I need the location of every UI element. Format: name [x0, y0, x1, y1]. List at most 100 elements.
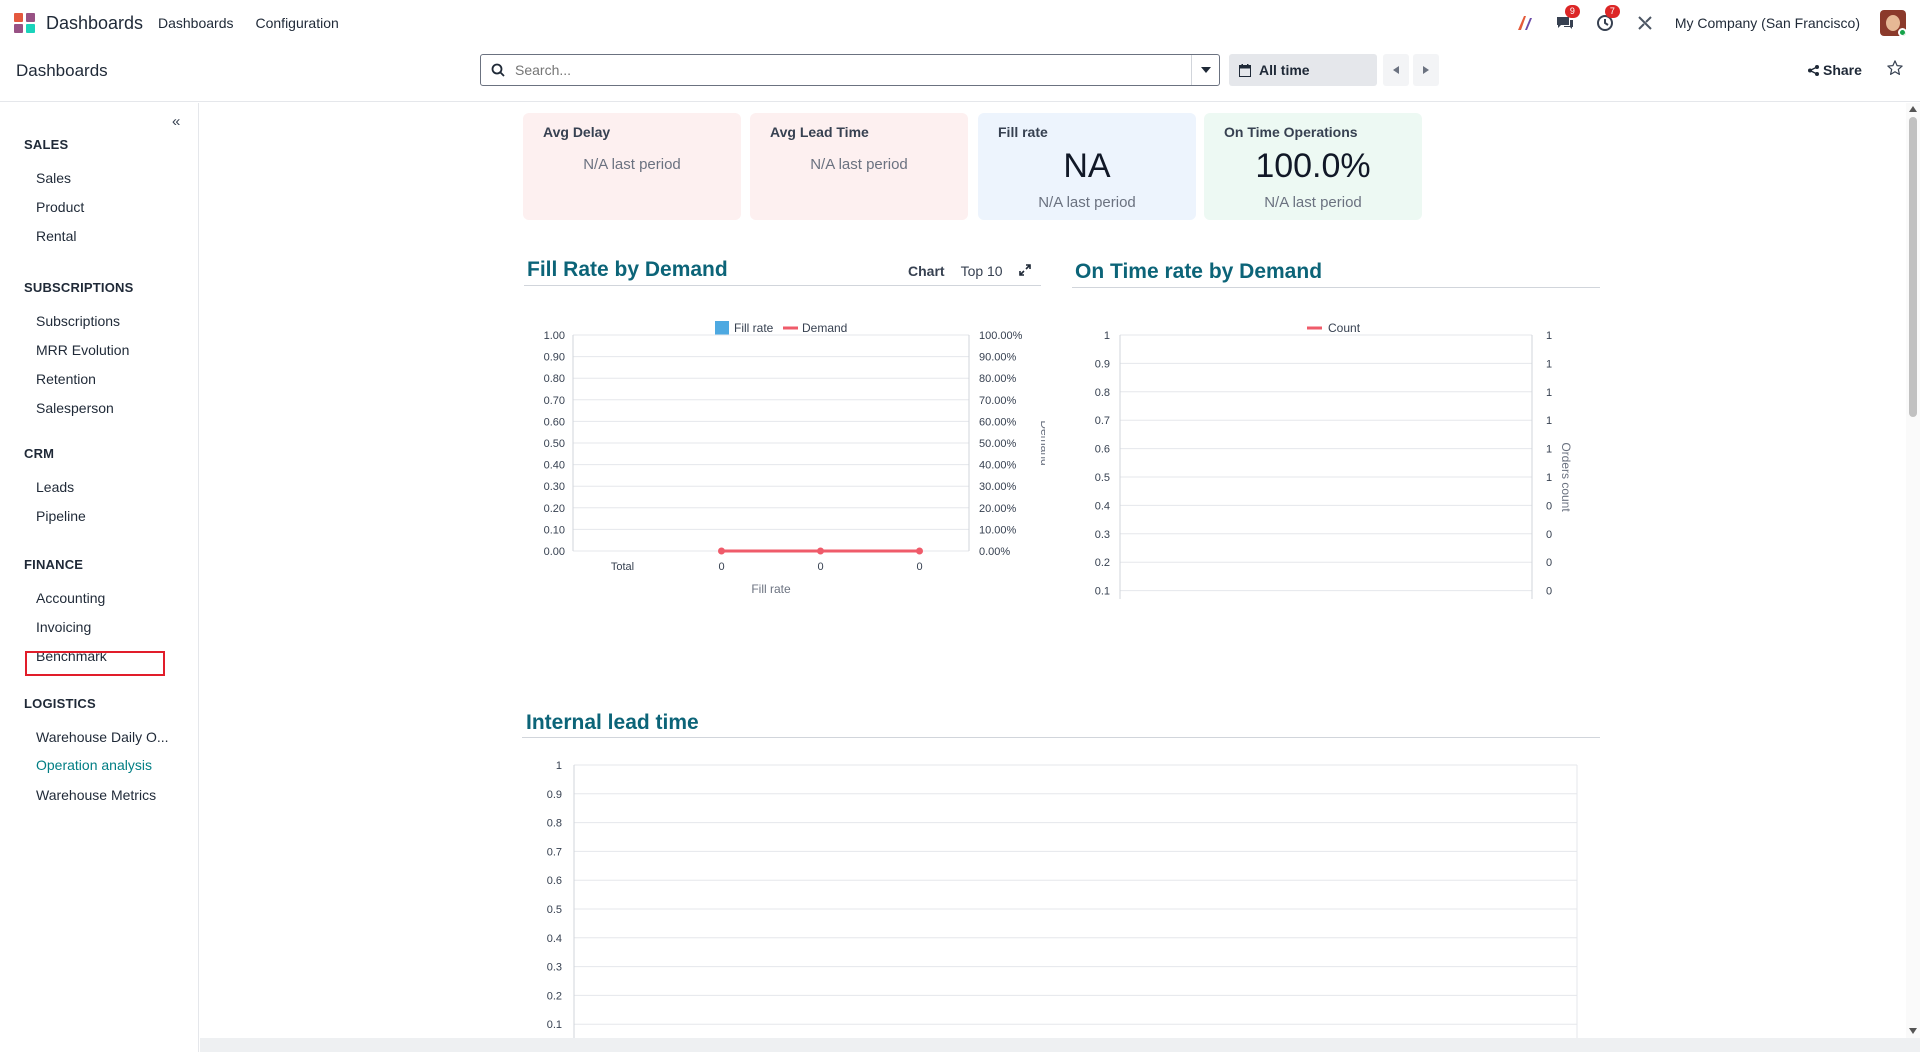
y2-tick-label: 60.00%	[979, 416, 1017, 428]
debug-tools-icon[interactable]	[1635, 13, 1655, 33]
y2-tick-label: 0	[1546, 557, 1552, 569]
y2-tick-label: 1	[1546, 330, 1552, 342]
previous-period-button[interactable]	[1383, 54, 1409, 86]
y2-axis-title: Demand	[1038, 420, 1045, 465]
sidebar-item-rental[interactable]: Rental	[36, 228, 77, 244]
sidebar-item-warehouse-daily-o[interactable]: Warehouse Daily O...	[36, 729, 169, 745]
lead-time-chart: 1 0.9 0.8 0.7 0.6 0.5 0.4 0.3 0.2 0.1	[547, 760, 1578, 1038]
scroll-down-icon[interactable]	[1909, 1028, 1917, 1034]
sidebar-section-subscriptions: SUBSCRIPTIONS	[24, 280, 134, 295]
y-tick-label: 0.1	[1095, 586, 1110, 598]
sidebar-item-accounting[interactable]: Accounting	[36, 590, 106, 606]
kpi-on-time-operations[interactable]: On Time Operations 100.0% N/A last perio…	[1204, 113, 1422, 220]
lead-time-chart-divider	[522, 737, 1600, 738]
ai-assistant-icon[interactable]	[1515, 13, 1535, 33]
search-bar	[480, 54, 1220, 86]
sidebar-item-warehouse-metrics[interactable]: Warehouse Metrics	[36, 787, 157, 803]
sidebar-item-retention[interactable]: Retention	[36, 371, 96, 387]
y-tick-label: 1.00	[544, 330, 565, 342]
y-tick-label: 0.40	[544, 460, 565, 472]
x-tick-label: Total	[611, 561, 634, 573]
company-switcher[interactable]: My Company (San Francisco)	[1674, 15, 1860, 31]
y-tick-label: 0.9	[547, 789, 562, 801]
menu-dashboards[interactable]: Dashboards	[158, 15, 234, 31]
sidebar-section-sales: SALES	[24, 137, 69, 152]
search-input[interactable]	[515, 62, 1191, 78]
y2-tick-label: 1	[1546, 358, 1552, 370]
sidebar-item-invoicing[interactable]: Invoicing	[36, 619, 92, 635]
caret-left-icon	[1393, 66, 1399, 74]
sidebar-item-salesperson[interactable]: Salesperson	[36, 400, 114, 416]
apps-menu-icon[interactable]	[14, 13, 36, 33]
collapse-sidebar-icon[interactable]: «	[172, 113, 181, 130]
period-filter-button[interactable]: All time	[1229, 54, 1377, 86]
top-10-button[interactable]: Top 10	[960, 263, 1003, 279]
control-panel: Dashboards All time Share	[0, 46, 1920, 102]
y2-tick-label: 30.00%	[979, 481, 1017, 493]
menu-configuration[interactable]: Configuration	[255, 15, 339, 31]
kpi-comparison: N/A last period	[1038, 194, 1136, 211]
y2-tick-label: 40.00%	[979, 460, 1017, 472]
sidebar-section-logistics: LOGISTICS	[24, 696, 96, 711]
on-time-chart-title: On Time rate by Demand	[1075, 260, 1323, 283]
x-tick-label: 0	[916, 561, 922, 573]
sidebar-item-sales[interactable]: Sales	[36, 170, 72, 186]
kpi-fill-rate[interactable]: Fill rate NA N/A last period	[978, 113, 1196, 220]
kpi-comparison: N/A last period	[1264, 194, 1362, 211]
sidebar-item-subscriptions[interactable]: Subscriptions	[36, 313, 121, 329]
y-tick-label: 0.9	[1095, 358, 1110, 370]
kpi-value: NA	[1063, 147, 1111, 185]
y-tick-label: 0.5	[547, 904, 562, 916]
active-item-highlight	[25, 651, 165, 676]
point-demand	[718, 547, 725, 555]
y2-tick-label: 0.00%	[979, 546, 1010, 558]
y2-tick-label: 90.00%	[979, 352, 1017, 364]
y2-tick-label: 10.00%	[979, 524, 1017, 536]
app-brand[interactable]: Dashboards	[46, 13, 144, 33]
fill-rate-chart: Fill rate Demand 1.00 100.00% 0.90 90.00% 0.80…	[544, 321, 1045, 596]
point-demand	[817, 547, 824, 555]
y-tick-label: 0.00	[544, 546, 565, 558]
expand-icon[interactable]	[1018, 263, 1031, 279]
y-tick-label: 0.50	[544, 438, 565, 450]
sidebar-item-mrr-evolution[interactable]: MRR Evolution	[36, 342, 130, 358]
dashboard-sidebar: «	[0, 103, 199, 1052]
y-tick-label: 0.10	[544, 524, 565, 536]
scroll-up-icon[interactable]	[1909, 106, 1917, 112]
y2-axis-title: Orders count	[1559, 442, 1573, 512]
sidebar-item-product[interactable]: Product	[36, 199, 85, 215]
kpi-avg-lead-time[interactable]: Avg Lead Time N/A last period	[750, 113, 968, 220]
sidebar-item-leads[interactable]: Leads	[36, 479, 75, 495]
y-tick-label: 0.7	[1095, 415, 1110, 427]
y2-tick-label: 0	[1546, 529, 1552, 541]
y2-tick-label: 20.00%	[979, 503, 1017, 515]
activities-clock-icon[interactable]: 7	[1595, 5, 1620, 33]
y2-tick-label: 100.00%	[979, 330, 1023, 342]
y-tick-label: 0.6	[547, 875, 562, 887]
y-tick-label: 0.70	[544, 395, 565, 407]
user-avatar[interactable]	[1880, 10, 1906, 36]
messages-icon[interactable]: 9	[1555, 5, 1580, 33]
scrollbar-thumb[interactable]	[1909, 117, 1917, 417]
main-scrollbar[interactable]	[1906, 103, 1920, 1038]
favorite-star-icon[interactable]	[1886, 59, 1904, 82]
y-tick-label: 0.30	[544, 481, 565, 493]
y-tick-label: 0.90	[544, 352, 565, 364]
next-period-button[interactable]	[1413, 54, 1439, 86]
kpi-avg-delay[interactable]: Avg Delay N/A last period	[523, 113, 741, 220]
lead-time-chart-title: Internal lead time	[526, 711, 699, 734]
page-title: Dashboards	[16, 61, 108, 80]
y-tick-label: 0.1	[547, 1019, 562, 1031]
y-tick-label: 0.20	[544, 503, 565, 515]
y2-tick-label: 1	[1546, 387, 1552, 399]
sidebar-item-pipeline[interactable]: Pipeline	[36, 508, 86, 524]
y-tick-label: 0.7	[547, 846, 562, 858]
chart-type-button[interactable]: Chart	[908, 263, 945, 279]
y2-tick-label: 0	[1546, 586, 1552, 598]
kpi-title: On Time Operations	[1224, 124, 1358, 140]
share-button[interactable]: Share	[1808, 62, 1862, 78]
y2-tick-label: 50.00%	[979, 438, 1017, 450]
sidebar-item-operation-analysis[interactable]: Operation analysis	[36, 757, 152, 773]
kpi-title: Avg Delay	[543, 124, 611, 140]
search-options-caret-icon[interactable]	[1191, 55, 1219, 85]
